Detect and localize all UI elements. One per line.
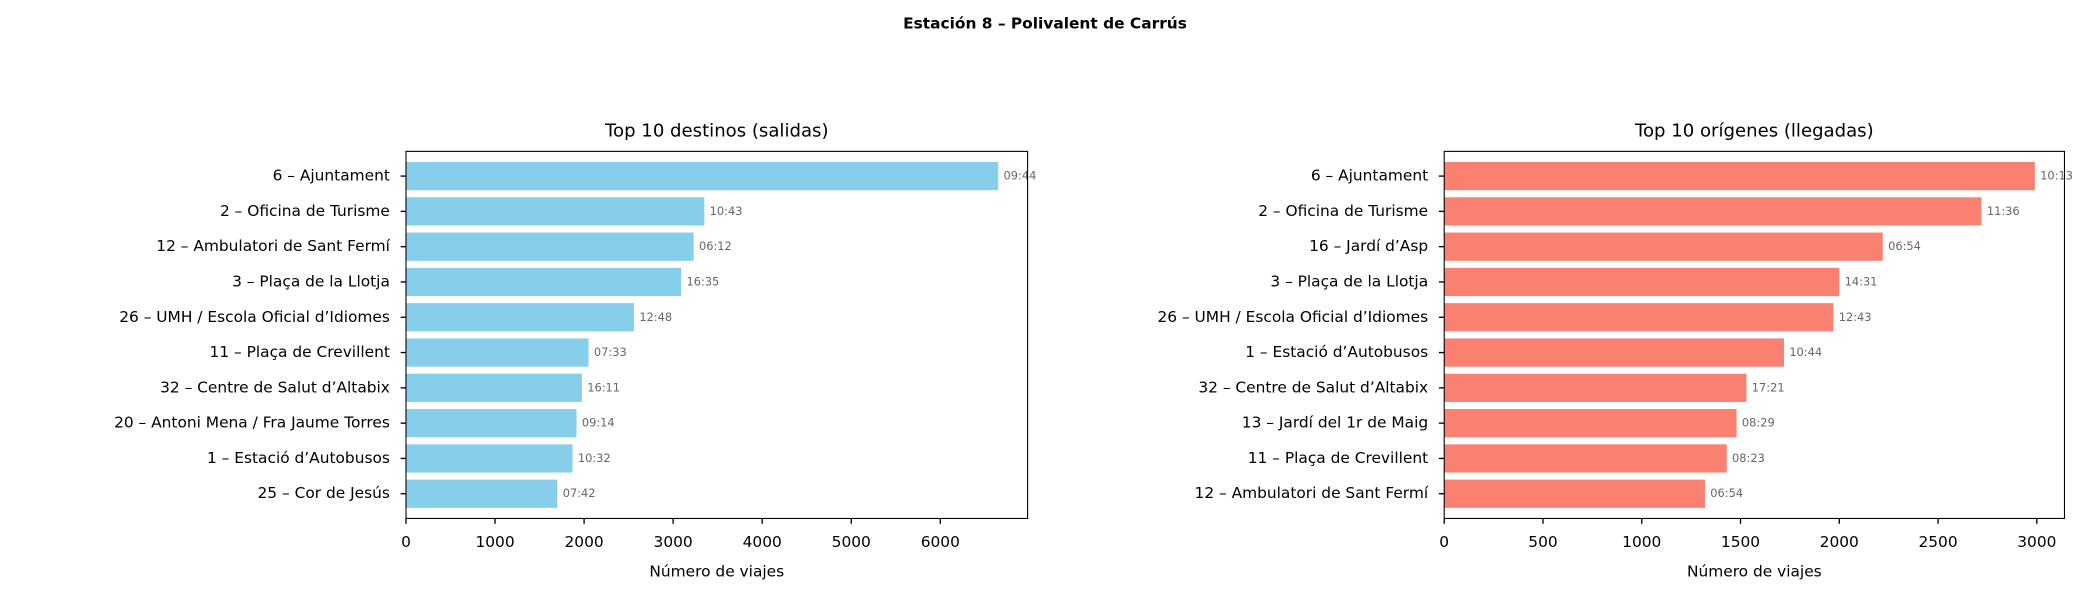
x-tick-label: 2000 (565, 533, 604, 551)
y-tick-label: 1 – Estació d’Autobusos (1245, 343, 1428, 361)
axes-frame (1443, 150, 2066, 519)
bar-annotation: 09:14 (582, 416, 615, 430)
bar-annotation: 10:44 (1789, 345, 1822, 359)
y-tick-label: 6 – Ajuntament (273, 167, 390, 185)
bar-annotation: 17:21 (1752, 380, 1785, 394)
axes-frame (405, 150, 1029, 519)
y-tick-label: 12 – Ambulatori de Sant Fermí (1195, 484, 1429, 502)
bar (405, 232, 694, 261)
bar (405, 197, 705, 226)
y-tick-label: 32 – Centre de Salut d’Altabix (160, 378, 390, 396)
bar (405, 409, 577, 438)
y-tick-label: 3 – Plaça de la Llotja (1270, 272, 1428, 290)
bar (1444, 197, 1982, 226)
x-tick-label: 5000 (832, 533, 871, 551)
bar-annotation: 10:13 (2040, 169, 2073, 183)
x-tick-label: 0 (1439, 533, 1449, 551)
bar (405, 479, 558, 508)
bar-annotation: 12:43 (1839, 310, 1872, 324)
bar-annotation: 07:33 (594, 345, 627, 359)
x-tick-label: 6000 (921, 533, 960, 551)
bar-annotation: 12:48 (639, 310, 672, 324)
y-tick-label: 32 – Centre de Salut d’Altabix (1198, 378, 1428, 396)
bar (405, 161, 999, 191)
bar (1444, 267, 1840, 297)
suptitle: Estación 8 – Polivalent de Carrús (903, 15, 1187, 33)
x-axis-label: Número de viajes (649, 563, 784, 581)
y-tick-label: 2 – Oficina de Turisme (220, 202, 390, 220)
bar (405, 267, 682, 297)
bar (405, 444, 573, 473)
bar (405, 373, 582, 402)
y-tick-label: 20 – Antoni Mena / Fra Jaume Torres (114, 414, 390, 432)
x-tick-label: 1000 (475, 533, 514, 551)
bar-annotation: 08:23 (1732, 451, 1765, 465)
x-tick-label: 2500 (1918, 533, 1957, 551)
y-tick-label: 2 – Oficina de Turisme (1258, 202, 1428, 220)
bar-annotation: 14:31 (1845, 274, 1878, 288)
x-tick-label: 2000 (1820, 533, 1859, 551)
y-tick-label: 12 – Ambulatori de Sant Fermí (156, 237, 390, 255)
bar (1444, 373, 1747, 402)
y-tick-label: 25 – Cor de Jesús (258, 484, 390, 502)
x-tick-label: 3000 (654, 533, 693, 551)
bar-annotation: 10:43 (710, 204, 743, 218)
y-tick-label: 11 – Plaça de Crevillent (210, 343, 390, 361)
x-tick-label: 1000 (1622, 533, 1661, 551)
axes-title: Top 10 destinos (salidas) (604, 120, 828, 141)
bar-annotation: 06:54 (1888, 239, 1921, 253)
y-tick-label: 3 – Plaça de la Llotja (232, 272, 390, 290)
y-tick-label: 6 – Ajuntament (1311, 167, 1428, 185)
bar-annotation: 11:36 (1987, 204, 2020, 218)
bar (1444, 409, 1737, 438)
y-tick-label: 11 – Plaça de Crevillent (1248, 449, 1428, 467)
bar (1444, 303, 1834, 332)
x-axis-label: Número de viajes (1687, 563, 1822, 581)
bar-annotation: 10:32 (578, 451, 611, 465)
bar-annotation: 09:44 (1004, 169, 1037, 183)
x-tick-label: 1500 (1721, 533, 1760, 551)
x-tick-label: 3000 (2017, 533, 2056, 551)
bar-annotation: 08:29 (1742, 416, 1775, 430)
bar-annotation: 16:11 (587, 380, 620, 394)
bar-annotation: 06:54 (1710, 486, 1743, 500)
x-tick-label: 4000 (743, 533, 782, 551)
x-tick-label: 0 (401, 533, 411, 551)
y-tick-label: 13 – Jardí del 1r de Maig (1242, 414, 1428, 432)
y-tick-label: 26 – UMH / Escola Oficial d’Idiomes (1157, 308, 1428, 326)
bar (405, 338, 589, 367)
bar-annotation: 16:35 (687, 274, 720, 288)
y-tick-label: 1 – Estació d’Autobusos (207, 449, 390, 467)
x-tick-label: 500 (1528, 533, 1557, 551)
y-tick-label: 16 – Jardí d’Asp (1309, 237, 1428, 255)
y-tick-label: 26 – UMH / Escola Oficial d’Idiomes (119, 308, 390, 326)
bar (1444, 479, 1705, 508)
bar-annotation: 06:12 (699, 239, 732, 253)
bar (405, 303, 634, 332)
bar (1444, 232, 1883, 261)
axes-title: Top 10 orígenes (llegadas) (1634, 120, 1874, 141)
bar (1444, 161, 2035, 191)
bar (1444, 444, 1727, 473)
bar (1444, 338, 1784, 367)
bar-annotation: 07:42 (563, 486, 596, 500)
